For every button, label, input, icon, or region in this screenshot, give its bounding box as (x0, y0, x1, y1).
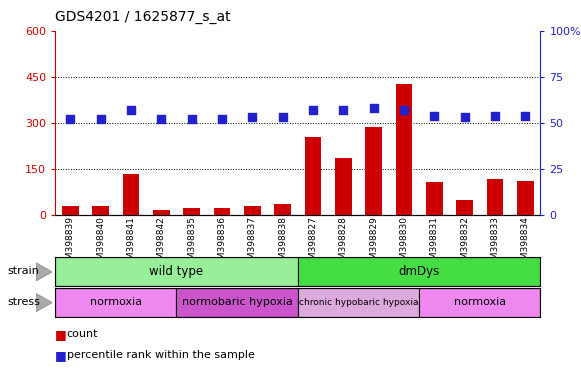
Point (429, 113, 439, 119)
Point (217, 116, 227, 122)
Bar (183, 208, 200, 215)
Polygon shape (36, 293, 52, 312)
Point (309, 107, 318, 113)
Polygon shape (36, 263, 52, 281)
Bar (486, 179, 503, 215)
Bar (297, 288, 419, 317)
Bar (365, 127, 382, 215)
Point (490, 113, 500, 119)
Bar (177, 288, 297, 317)
Bar (297, 257, 540, 286)
Bar (456, 200, 473, 215)
Text: normoxia: normoxia (90, 297, 142, 308)
Text: strain: strain (8, 266, 40, 276)
Text: GDS4201 / 1625877_s_at: GDS4201 / 1625877_s_at (55, 10, 231, 23)
Bar (335, 158, 352, 215)
Text: ■: ■ (55, 349, 67, 362)
Bar (92, 207, 109, 215)
Point (278, 114, 287, 121)
Point (460, 114, 469, 121)
Point (126, 107, 135, 113)
Bar (153, 210, 170, 215)
Bar (62, 207, 78, 215)
Text: percentile rank within the sample: percentile rank within the sample (67, 350, 254, 360)
Text: ■: ■ (55, 328, 67, 341)
Point (96, 116, 105, 122)
Text: chronic hypobaric hypoxia: chronic hypobaric hypoxia (299, 298, 418, 307)
Bar (244, 207, 261, 215)
Point (248, 114, 257, 121)
Bar (214, 208, 230, 215)
Text: wild type: wild type (149, 265, 203, 278)
Text: normobaric hypoxia: normobaric hypoxia (182, 297, 293, 308)
Bar (304, 137, 321, 215)
Point (521, 113, 530, 119)
Point (339, 107, 348, 113)
Bar (123, 174, 139, 215)
Bar (55, 257, 297, 286)
Text: dmDys: dmDys (399, 265, 440, 278)
Bar (396, 84, 413, 215)
Point (157, 116, 166, 122)
Bar (426, 182, 443, 215)
Point (187, 116, 196, 122)
Bar (274, 204, 291, 215)
Text: normoxia: normoxia (454, 297, 505, 308)
Bar (517, 180, 533, 215)
Point (399, 107, 408, 113)
Bar (55, 288, 177, 317)
Text: stress: stress (8, 297, 41, 307)
Point (66, 116, 75, 122)
Text: count: count (67, 329, 98, 339)
Point (369, 105, 378, 111)
Bar (419, 288, 540, 317)
